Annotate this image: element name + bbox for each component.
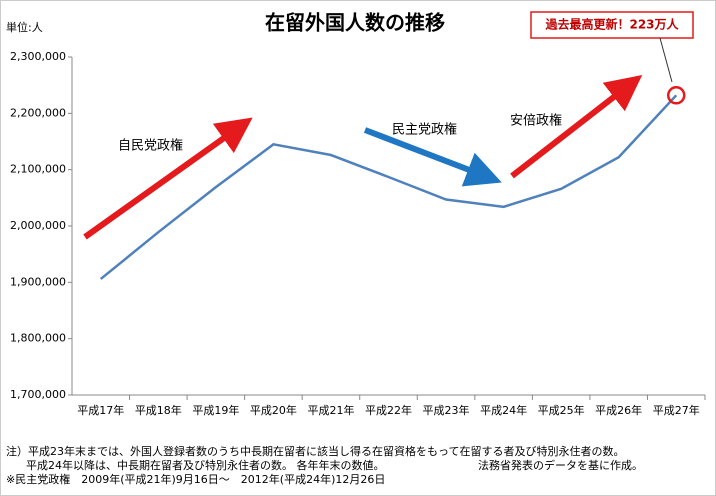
- note: 平成24年以降は、中長期在留者及び特別永住者の数。 各年年末の数値。: [26, 458, 385, 472]
- y-tick-label: 2,100,000: [10, 163, 66, 176]
- annotation: 民主党政権: [392, 122, 457, 138]
- x-tick-label: 平成17年: [77, 403, 124, 417]
- x-tick-label: 平成21年: [307, 403, 354, 417]
- note: ※民主党政権 2009年(平成21年)9月16日〜 2012年(平成24年)12…: [6, 472, 385, 486]
- note: 法務省発表のデータを基に作成。: [478, 458, 643, 472]
- chart-title: 在留外国人数の推移: [265, 11, 445, 35]
- x-tick-label: 平成20年: [250, 403, 297, 417]
- arrow: [83, 117, 253, 240]
- arrow: [363, 127, 502, 187]
- y-tick-label: 2,300,000: [10, 50, 66, 63]
- x-tick-label: 平成19年: [192, 403, 239, 417]
- y-tick-label: 1,700,000: [10, 388, 66, 401]
- annotation: 安倍政権: [510, 113, 562, 129]
- note: 注）平成23年末までは、外国人登録者数のうち中長期在留者に該当し得る在留資格をも…: [6, 444, 624, 458]
- y-tick-label: 2,000,000: [10, 219, 66, 232]
- x-tick-label: 平成22年: [365, 403, 412, 417]
- line: [99, 94, 678, 280]
- annotation: 自民党政権: [118, 138, 183, 154]
- y-tick-label: 2,200,000: [10, 106, 66, 119]
- x-tick-label: 平成23年: [423, 403, 470, 417]
- y-tick-label: 1,900,000: [10, 275, 66, 288]
- y-tick-label: 1,800,000: [10, 332, 66, 345]
- callout-line: [659, 37, 673, 83]
- x-tick-label: 平成18年: [135, 403, 182, 417]
- highlight-circle: [666, 86, 686, 105]
- callout-text: 過去最高更新！223万人: [544, 17, 679, 32]
- callout-box: [530, 11, 694, 39]
- x-tick-label: 平成27年: [653, 403, 700, 417]
- y-unit: 単位:人: [6, 20, 43, 34]
- x-tick-label: 平成26年: [595, 403, 642, 417]
- x-tick-label: 平成24年: [480, 403, 527, 417]
- arrow: [510, 74, 643, 179]
- x-tick-label: 平成25年: [538, 403, 585, 417]
